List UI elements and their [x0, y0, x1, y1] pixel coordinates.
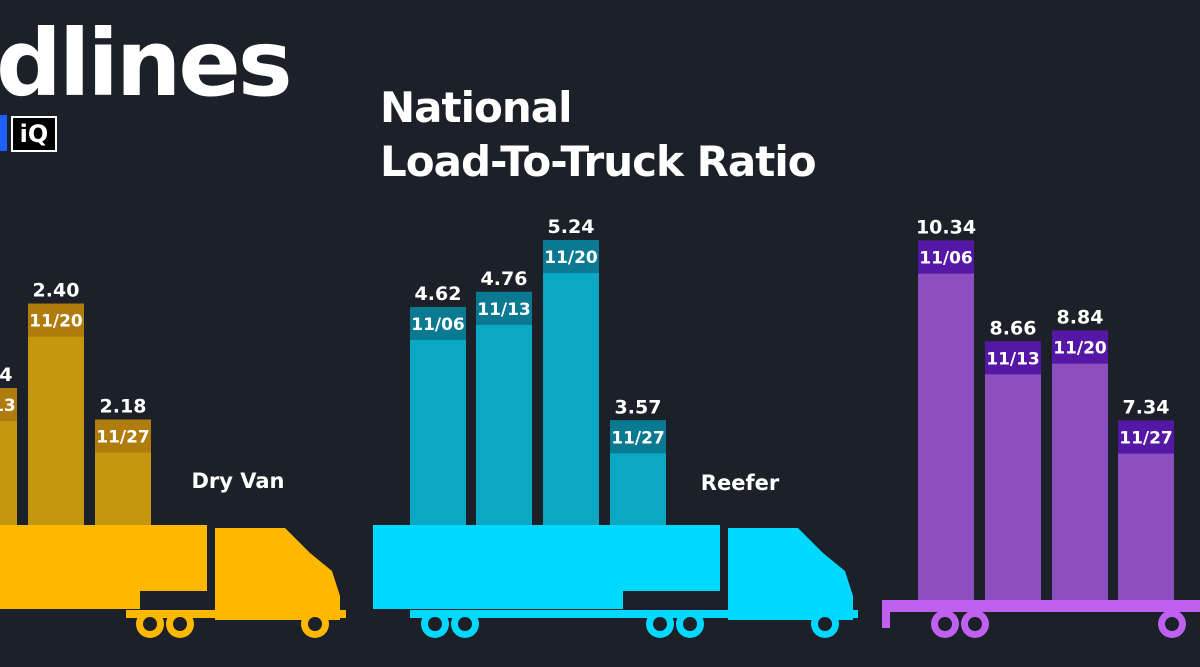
bar [1052, 330, 1108, 600]
date-label: 11/27 [96, 428, 150, 448]
hub [428, 617, 442, 631]
cab [728, 528, 853, 620]
wheels [136, 610, 1186, 638]
bar [28, 303, 84, 525]
hub [143, 617, 157, 631]
dry-van-truck [0, 525, 346, 620]
date-label: 11/20 [544, 248, 598, 268]
value-label: 7.34 [1123, 397, 1170, 419]
series-name: Dry Van [191, 469, 284, 493]
date-label: 11/13 [986, 349, 1040, 369]
date-band [1118, 420, 1174, 454]
hub [653, 617, 667, 631]
trailer-base [373, 591, 623, 609]
value-label: 5.24 [548, 216, 595, 238]
value-label: 2.24 [0, 364, 12, 386]
bar [410, 306, 466, 525]
date-band [410, 306, 466, 340]
value-label: 3.57 [615, 396, 662, 418]
bar [0, 388, 17, 525]
value-label: 4.76 [481, 268, 528, 290]
deck [882, 600, 1200, 612]
value-label: 2.40 [33, 280, 80, 302]
logo-bar [0, 115, 7, 151]
date-label: 11/13 [477, 300, 531, 320]
bar-group: 11/06 4.62 11/13 4.76 11/20 5.24 11/27 3.57 [410, 216, 666, 525]
reefer-truck [373, 525, 858, 620]
value-label: 4.62 [415, 283, 462, 305]
date-label: 11/13 [0, 396, 16, 416]
date-band [1052, 330, 1108, 364]
hub [938, 617, 952, 631]
date-band [985, 341, 1041, 375]
bar [918, 240, 974, 600]
cab [215, 528, 340, 620]
hub [173, 617, 187, 631]
value-label: 8.66 [990, 317, 1037, 339]
value-label: 2.18 [100, 396, 147, 418]
date-band [610, 420, 666, 454]
date-band [28, 303, 84, 337]
date-band [0, 388, 17, 421]
page-title: dlines [0, 10, 290, 117]
date-label: 11/06 [411, 315, 465, 335]
trailer [0, 525, 207, 591]
date-label: 11/27 [1119, 429, 1173, 449]
trailer-base [0, 591, 140, 609]
value-label: 10.34 [916, 217, 976, 239]
hub [968, 617, 982, 631]
trailer [373, 525, 720, 591]
series-name: Reefer [701, 471, 780, 495]
heading-line: Load-To-Truck Ratio [380, 137, 816, 186]
bar [476, 291, 532, 525]
chassis [410, 610, 858, 618]
hub [308, 617, 322, 631]
date-label: 11/20 [29, 312, 83, 332]
date-label: 11/20 [1053, 339, 1107, 359]
date-band [543, 240, 599, 274]
date-band [95, 419, 151, 453]
value-label: 8.84 [1057, 307, 1104, 329]
hub [818, 617, 832, 631]
hub [458, 617, 472, 631]
date-label: 11/06 [919, 249, 973, 269]
bar-group: 11/13 2.24 11/20 2.40 11/27 2.18 [0, 280, 151, 525]
logo: iQ [20, 120, 49, 148]
hub [1165, 617, 1179, 631]
flatbed-truck [882, 600, 1200, 628]
chassis [126, 610, 346, 618]
date-band [476, 291, 532, 325]
heading-line: National [380, 83, 571, 132]
date-label: 11/27 [611, 428, 665, 448]
bar [985, 341, 1041, 600]
bar-group: 11/06 10.34 11/13 8.66 11/20 8.84 11/27 7.34 [916, 217, 1174, 600]
date-band [918, 240, 974, 274]
logo-box [11, 116, 57, 152]
bar [543, 240, 599, 525]
hub [683, 617, 697, 631]
stand [882, 612, 890, 628]
